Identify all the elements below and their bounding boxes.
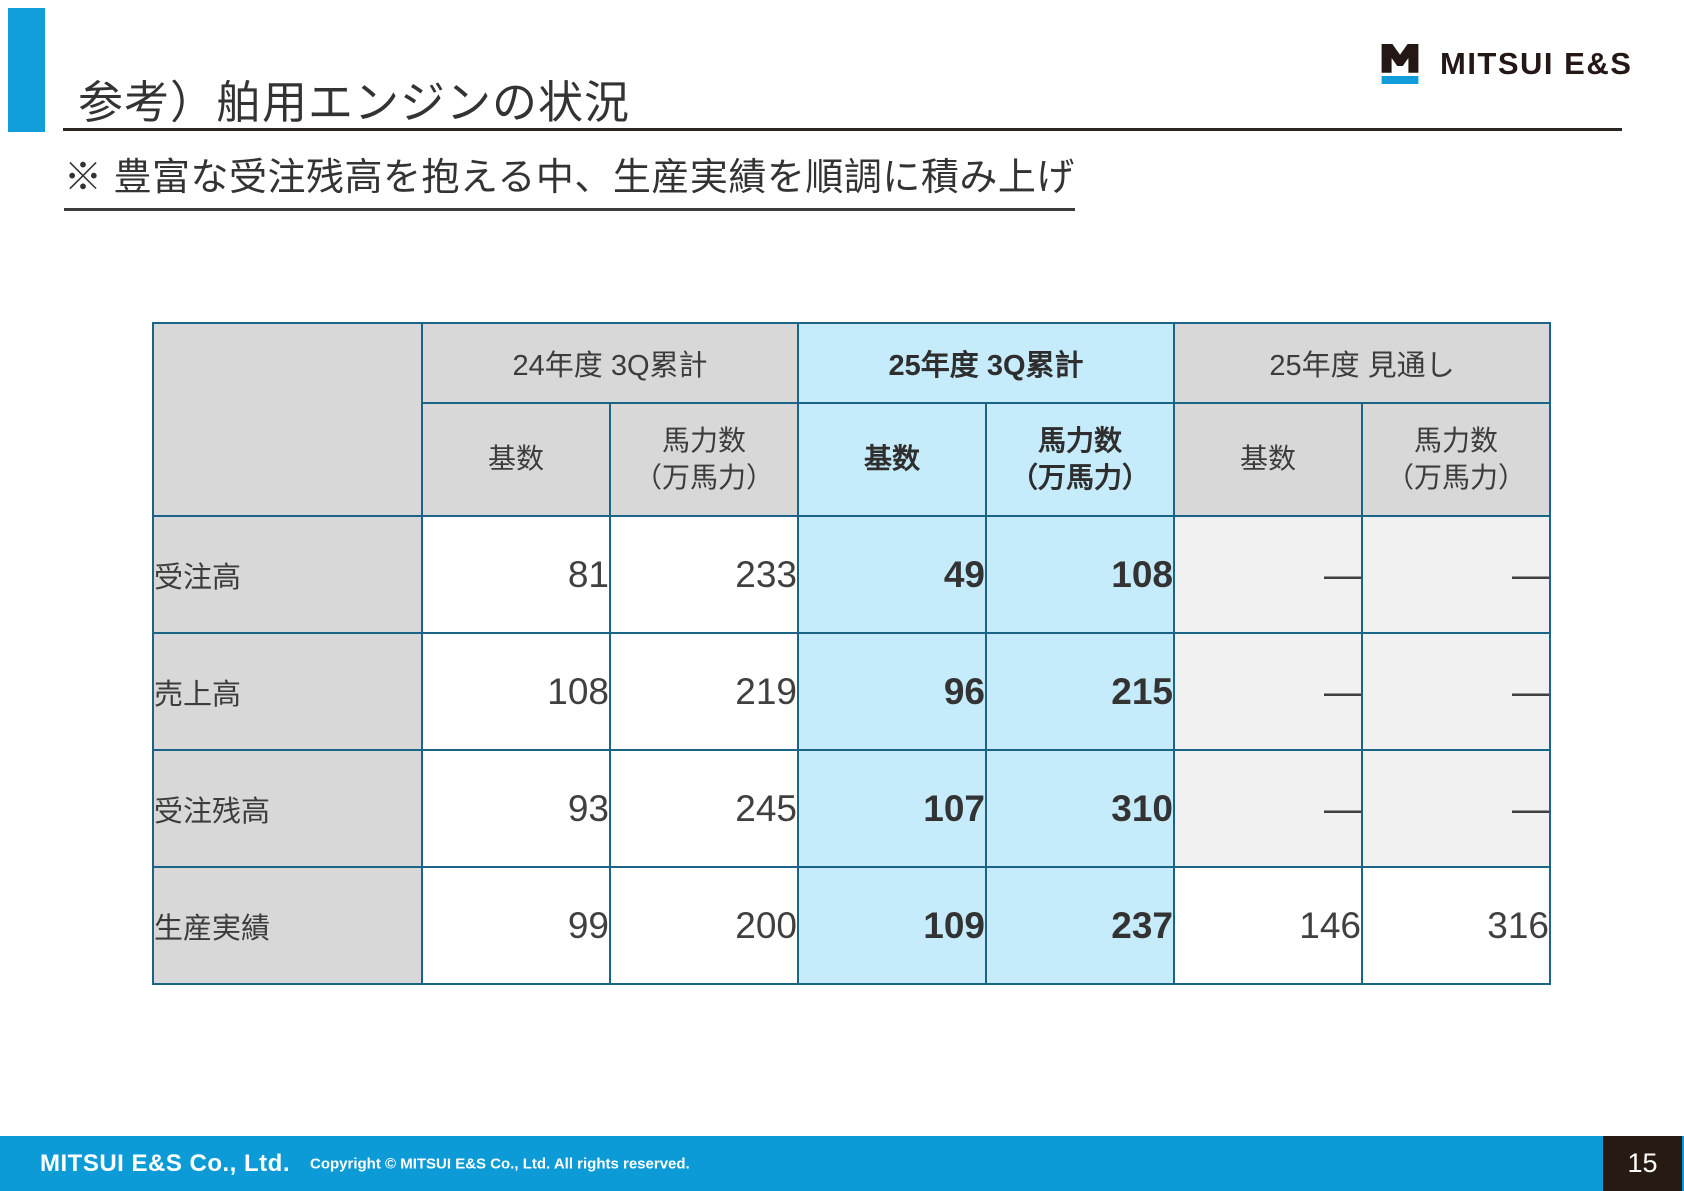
sales-forecast-power: — xyxy=(1360,632,1552,751)
page-number: 15 xyxy=(1627,1148,1658,1178)
table-row-orders: 受注高 81 233 49 108 — — xyxy=(152,515,1552,634)
col-group-fy25-forecast: 25年度 見通し xyxy=(1172,322,1552,404)
orders-fy24-power: 233 xyxy=(609,515,799,634)
page-title: 参考）舶用エンジンの状況 xyxy=(78,77,631,129)
subheader-forecast-units: 基数 xyxy=(1173,402,1363,517)
sales-fy24-units: 108 xyxy=(421,632,611,751)
production-forecast-units: 146 xyxy=(1173,866,1363,985)
sales-fy25-units: 96 xyxy=(797,632,987,751)
table-row-order-backlog: 受注残高 93 245 107 310 — — xyxy=(152,749,1552,868)
footer-bar: MITSUI E&S Co., Ltd. Copyright © MITSUI … xyxy=(0,1136,1684,1191)
orders-fy24-units: 81 xyxy=(421,515,611,634)
subheader-power-line2: （万馬力） xyxy=(1009,461,1150,493)
footer-copyright: Copyright © MITSUI E&S Co., Ltd. All rig… xyxy=(310,1155,690,1172)
subheader-units-label: 基数 xyxy=(487,443,544,475)
orders-forecast-units: — xyxy=(1173,515,1363,634)
production-fy25-power: 237 xyxy=(985,866,1175,985)
backlog-fy24-units: 93 xyxy=(421,749,611,868)
subheader-power-line1: 馬力数 xyxy=(1414,425,1499,457)
subheader-units-label: 基数 xyxy=(863,443,920,475)
subheader-forecast-power: 馬力数 （万馬力） xyxy=(1360,402,1552,517)
sales-forecast-units: — xyxy=(1173,632,1363,751)
table-row-sales: 売上高 108 219 96 215 — — xyxy=(152,632,1552,751)
engine-status-table-wrap: 24年度 3Q累計 25年度 3Q累計 25年度 見通し 基数 馬力数 （万馬力… xyxy=(152,322,1552,985)
row-label-order-backlog: 受注残高 xyxy=(152,749,423,868)
sales-fy24-power: 219 xyxy=(609,632,799,751)
col-group-fy24-3q: 24年度 3Q累計 xyxy=(421,322,799,404)
subheader-fy25-power: 馬力数 （万馬力） xyxy=(985,402,1175,517)
orders-fy25-power: 108 xyxy=(985,515,1175,634)
subheader-power-line1: 馬力数 xyxy=(661,425,746,457)
title-divider xyxy=(63,128,1622,131)
subheader-power-line1: 馬力数 xyxy=(1037,425,1122,457)
subheader-fy24-power: 馬力数 （万馬力） xyxy=(609,402,799,517)
row-label-production: 生産実績 xyxy=(152,866,423,985)
subheader-power-line2: （万馬力） xyxy=(633,461,774,493)
table-row-production: 生産実績 99 200 109 237 146 316 xyxy=(152,866,1552,985)
engine-status-table: 24年度 3Q累計 25年度 3Q累計 25年度 見通し 基数 馬力数 （万馬力… xyxy=(152,322,1552,985)
mitsui-logo-text: MITSUI E&S xyxy=(1440,46,1633,81)
row-label-sales: 売上高 xyxy=(152,632,423,751)
production-fy25-units: 109 xyxy=(797,866,987,985)
footer-company-name: MITSUI E&S Co., Ltd. xyxy=(40,1149,290,1177)
backlog-forecast-units: — xyxy=(1173,749,1363,868)
orders-fy25-units: 49 xyxy=(797,515,987,634)
title-accent-bar xyxy=(8,8,45,132)
subheader-fy24-units: 基数 xyxy=(421,402,611,517)
mitsui-logo: MITSUI E&S xyxy=(1376,44,1632,84)
table-corner-cell xyxy=(152,322,423,517)
orders-forecast-power: — xyxy=(1360,515,1552,634)
key-message: ※ 豊富な受注残高を抱える中、生産実績を順調に積み上げ xyxy=(64,146,1075,211)
subheader-fy25-units: 基数 xyxy=(797,402,987,517)
page-number-box: 15 xyxy=(1603,1136,1682,1191)
col-group-fy25-3q: 25年度 3Q累計 xyxy=(797,322,1175,404)
production-forecast-power: 316 xyxy=(1360,866,1552,985)
production-fy24-units: 99 xyxy=(421,866,611,985)
mitsui-logo-icon xyxy=(1381,44,1419,84)
backlog-fy24-power: 245 xyxy=(609,749,799,868)
production-fy24-power: 200 xyxy=(609,866,799,985)
row-label-orders: 受注高 xyxy=(152,515,423,634)
backlog-forecast-power: — xyxy=(1360,749,1552,868)
subheader-units-label: 基数 xyxy=(1239,443,1296,475)
backlog-fy25-units: 107 xyxy=(797,749,987,868)
subheader-power-line2: （万馬力） xyxy=(1386,461,1527,493)
backlog-fy25-power: 310 xyxy=(985,749,1175,868)
sales-fy25-power: 215 xyxy=(985,632,1175,751)
